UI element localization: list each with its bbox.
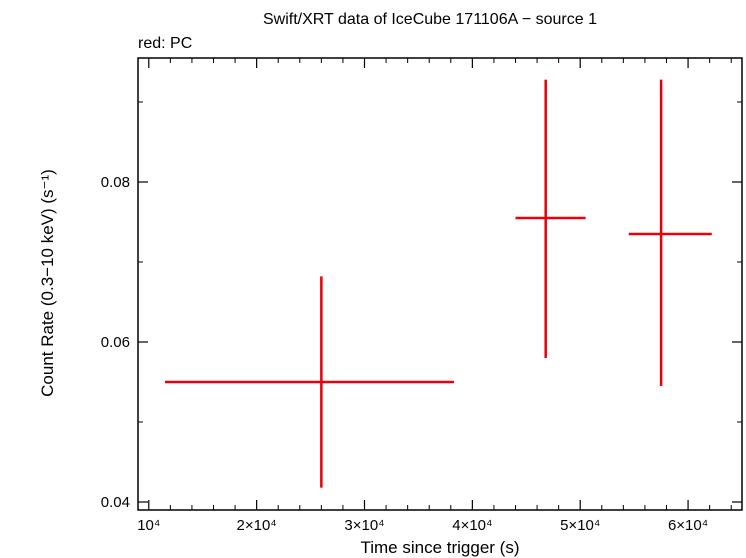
data-point xyxy=(164,276,455,488)
y-tick-label: 0.08 xyxy=(101,174,130,191)
axis-ticks: 10⁴ 2×10⁴ 3×10⁴ 4×10⁴ 5×10⁴ 6×10⁴ 0.04 0.06 0.08 xyxy=(101,58,742,534)
y-tick-label: 0.06 xyxy=(101,334,130,351)
x-tick-label: 10⁴ xyxy=(137,517,160,534)
x-tick-label: 6×10⁴ xyxy=(668,517,708,534)
x-tick-label: 2×10⁴ xyxy=(237,517,277,534)
y-axis-label: Count Rate (0.3−10 keV) (s⁻¹) xyxy=(38,169,57,397)
x-tick-label: 4×10⁴ xyxy=(452,517,492,534)
chart-title: Swift/XRT data of IceCube 171106A − sour… xyxy=(263,11,597,28)
data-point xyxy=(628,79,712,386)
y-tick-label: 0.04 xyxy=(101,494,130,511)
x-tick-label: 3×10⁴ xyxy=(344,517,384,534)
x-tick-label: 5×10⁴ xyxy=(560,517,600,534)
chart-subtitle: red: PC xyxy=(138,35,192,52)
x-axis-label: Time since trigger (s) xyxy=(360,538,519,557)
plot-frame xyxy=(137,57,743,511)
data-series xyxy=(164,79,712,488)
data-point xyxy=(515,79,586,358)
